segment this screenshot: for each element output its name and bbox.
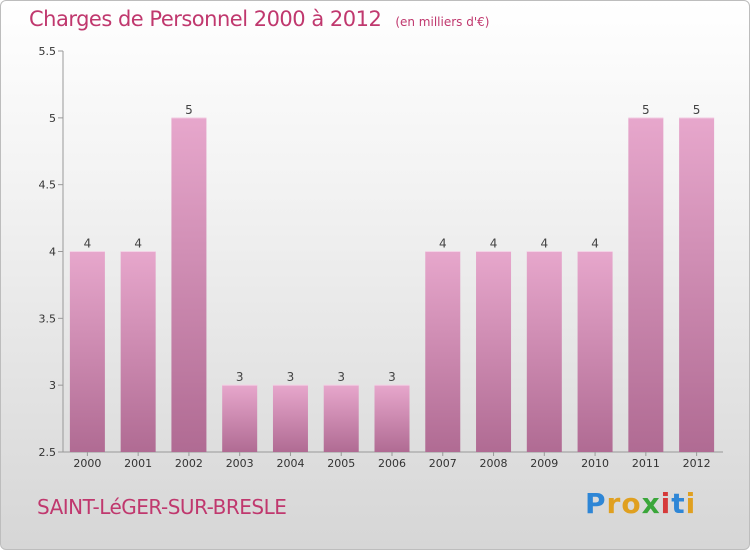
y-tick-label: 3.5 bbox=[39, 312, 57, 325]
y-tick-label: 5.5 bbox=[39, 45, 57, 58]
logo-letter: x bbox=[641, 487, 661, 520]
chart-title: Charges de Personnel 2000 à 2012 (en mill… bbox=[29, 7, 489, 31]
data-label: 4 bbox=[439, 237, 447, 251]
data-label: 5 bbox=[185, 103, 193, 117]
bar bbox=[120, 251, 156, 452]
data-label: 3 bbox=[236, 370, 244, 384]
bar bbox=[679, 117, 715, 452]
x-tick-label: 2012 bbox=[683, 457, 711, 470]
bar bbox=[323, 385, 359, 452]
proxiti-logo: Proxiti bbox=[585, 487, 696, 520]
data-label: 5 bbox=[693, 103, 701, 117]
bar bbox=[476, 251, 512, 452]
y-tick-label: 5 bbox=[49, 112, 56, 125]
chart-subtitle: (en milliers d'€) bbox=[395, 15, 490, 29]
x-tick-label: 2003 bbox=[226, 457, 254, 470]
x-tick-label: 2009 bbox=[530, 457, 558, 470]
data-label: 3 bbox=[287, 370, 295, 384]
x-tick-label: 2004 bbox=[276, 457, 304, 470]
logo-letter: i bbox=[685, 487, 697, 520]
bar bbox=[425, 251, 461, 452]
x-tick-label: 2010 bbox=[581, 457, 609, 470]
chart-title-text: Charges de Personnel 2000 à 2012 bbox=[29, 7, 382, 31]
x-tick-label: 2011 bbox=[632, 457, 660, 470]
bar bbox=[69, 251, 105, 452]
data-label: 4 bbox=[540, 237, 548, 251]
bar bbox=[374, 385, 410, 452]
x-tick-label: 2007 bbox=[429, 457, 457, 470]
logo-letter: o bbox=[621, 487, 642, 520]
logo-letter: P bbox=[585, 487, 607, 520]
data-label: 5 bbox=[642, 103, 650, 117]
data-label: 3 bbox=[337, 370, 345, 384]
x-tick-label: 2005 bbox=[327, 457, 355, 470]
bar bbox=[272, 385, 308, 452]
logo-letter: t bbox=[671, 487, 686, 520]
logo-letter: i bbox=[660, 487, 672, 520]
bar bbox=[628, 117, 664, 452]
bar bbox=[577, 251, 613, 452]
x-tick-label: 2006 bbox=[378, 457, 406, 470]
x-tick-label: 2001 bbox=[124, 457, 152, 470]
data-label: 3 bbox=[388, 370, 396, 384]
bar bbox=[526, 251, 562, 452]
bar bbox=[171, 117, 207, 452]
y-tick-label: 4 bbox=[49, 246, 56, 259]
x-tick-label: 2002 bbox=[175, 457, 203, 470]
y-tick-label: 2.5 bbox=[39, 446, 57, 459]
data-label: 4 bbox=[591, 237, 599, 251]
bar bbox=[222, 385, 258, 452]
data-label: 4 bbox=[490, 237, 498, 251]
logo-letter: r bbox=[606, 487, 622, 520]
commune-name: SAINT-LéGER-SUR-BRESLE bbox=[37, 495, 287, 519]
data-label: 4 bbox=[134, 237, 142, 251]
y-tick-label: 4.5 bbox=[39, 179, 57, 192]
x-tick-label: 2000 bbox=[73, 457, 101, 470]
data-label: 4 bbox=[84, 237, 92, 251]
x-tick-label: 2008 bbox=[480, 457, 508, 470]
y-tick-label: 3 bbox=[49, 379, 56, 392]
